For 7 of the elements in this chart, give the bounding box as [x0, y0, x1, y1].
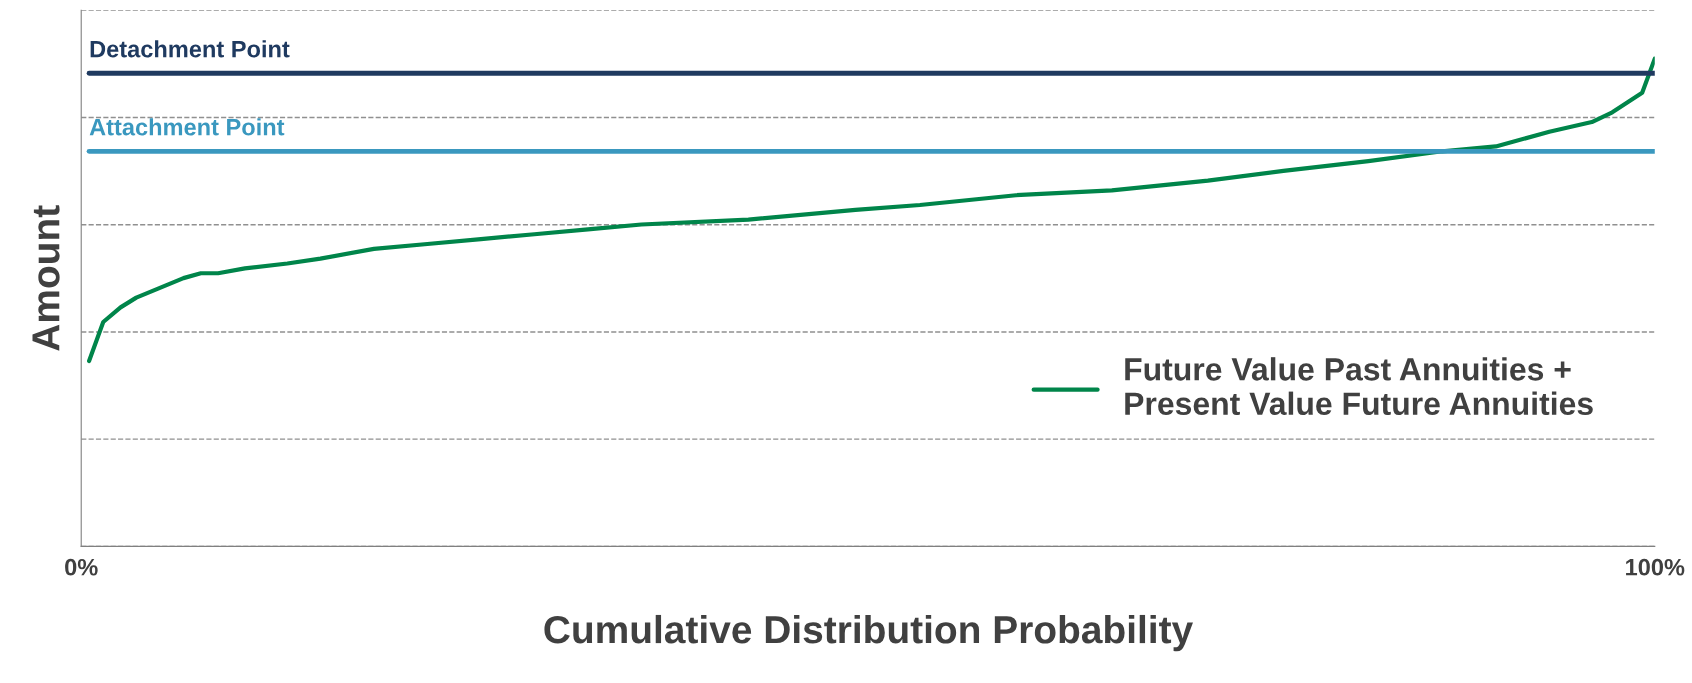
legend-label: Future Value Past Annuities + Present Value Future Annuities — [1125, 357, 1593, 416]
x-axis-title: Cumulative Distribution Probability — [544, 614, 1193, 652]
ref-line-label: Detachment Point — [90, 40, 290, 58]
x-tick-label: 0% — [65, 558, 98, 576]
ref-line-label: Attachment Point — [89, 118, 285, 136]
y-axis-title: Amount — [32, 205, 60, 351]
x-tick-label: 100% — [1626, 558, 1685, 576]
